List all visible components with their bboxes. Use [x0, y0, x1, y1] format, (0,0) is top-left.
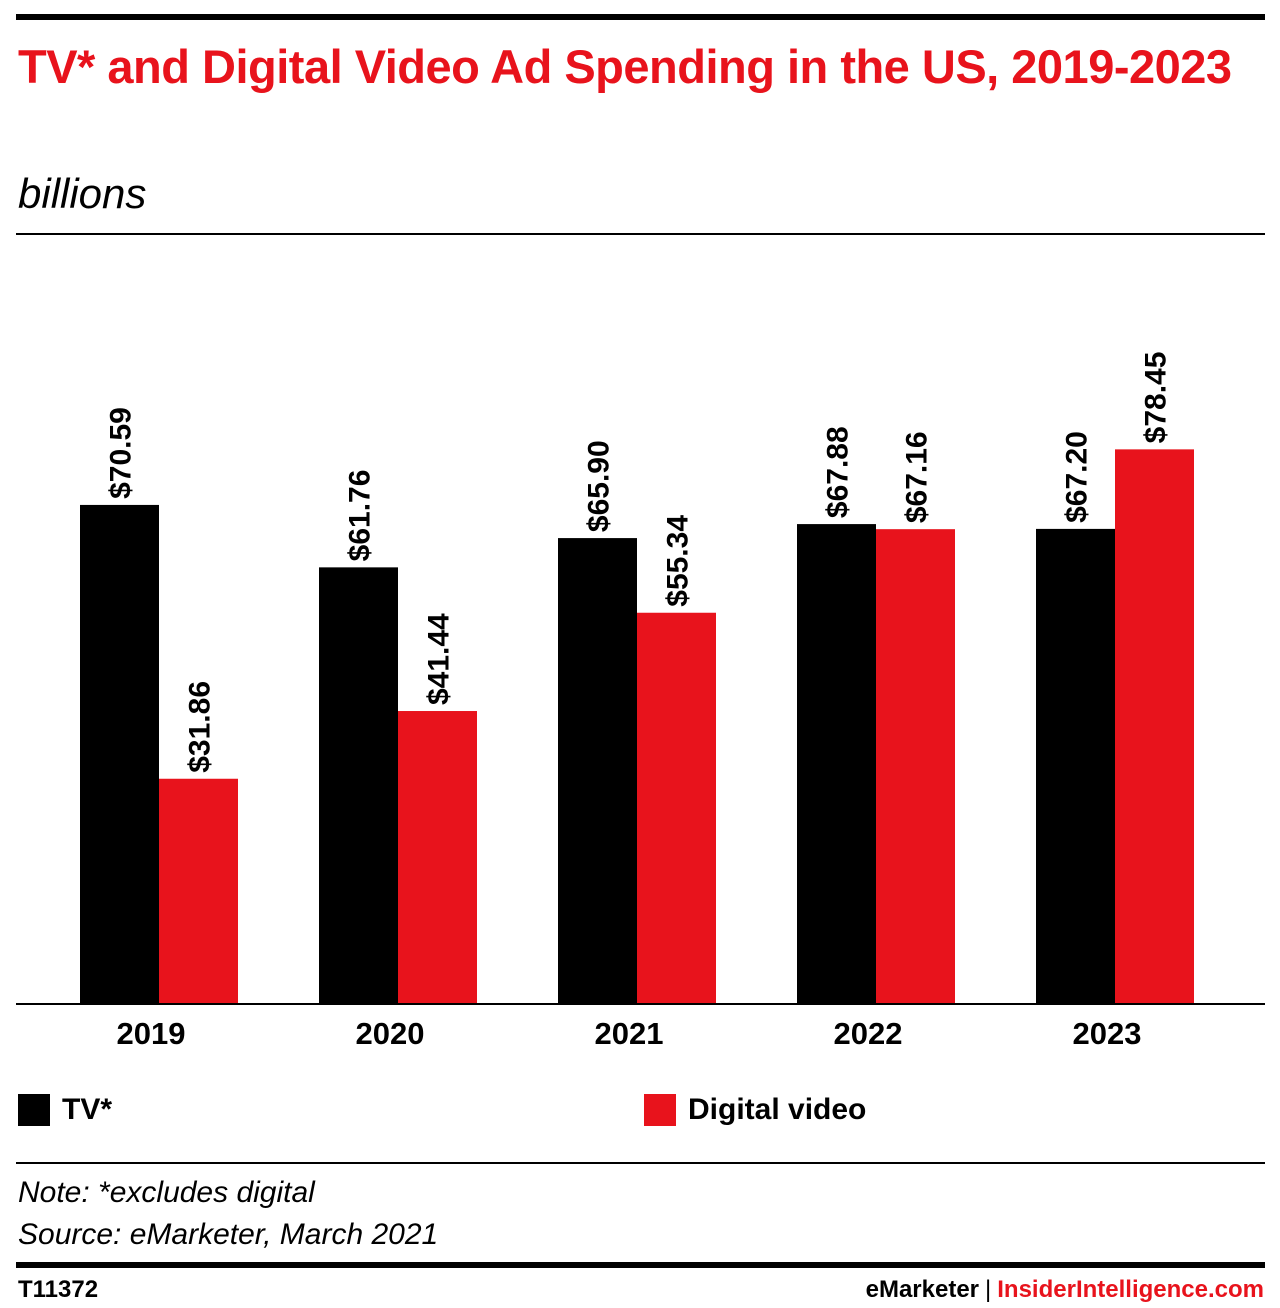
- top-rule: [16, 14, 1265, 20]
- legend-label-digital-video: Digital video: [688, 1093, 867, 1126]
- bar-digital-video-2020: [398, 711, 477, 1004]
- data-label-digital-video-2021: $55.34: [662, 515, 695, 607]
- source-text: Source: eMarketer, March 2021: [18, 1218, 439, 1251]
- x-tick-label-2023: 2023: [1073, 1016, 1142, 1051]
- data-label-tv-2019: $70.59: [105, 407, 138, 499]
- bar-tv-2021: [558, 538, 637, 1004]
- data-label-tv-2020: $61.76: [344, 470, 377, 562]
- data-label-digital-video-2023: $78.45: [1140, 352, 1173, 444]
- data-label-tv-2023: $67.20: [1061, 431, 1094, 523]
- brand-separator: |: [985, 1276, 992, 1303]
- bottom-rule: [16, 1262, 1265, 1268]
- legend-label-tv: TV*: [62, 1093, 113, 1126]
- notes-divider: [16, 1162, 1265, 1164]
- note-text: Note: *excludes digital: [18, 1176, 315, 1209]
- legend-item-tv: TV*: [18, 1090, 112, 1130]
- data-label-tv-2021: $65.90: [583, 440, 616, 532]
- data-label-digital-video-2022: $67.16: [901, 431, 934, 523]
- footer-brand: eMarketer | InsiderIntelligence.com: [866, 1276, 1264, 1304]
- legend-swatch-tv: [18, 1094, 50, 1126]
- data-label-digital-video-2019: $31.86: [184, 681, 217, 773]
- bar-digital-video-2022: [876, 529, 955, 1004]
- legend-swatch-digital-video: [644, 1094, 676, 1126]
- header-divider: [16, 233, 1265, 235]
- brand-insider-intelligence: InsiderIntelligence.com: [997, 1276, 1264, 1303]
- bar-tv-2023: [1036, 528, 1115, 1004]
- x-tick-label-2020: 2020: [356, 1016, 425, 1051]
- x-tick-label-2019: 2019: [117, 1016, 186, 1051]
- bar-tv-2019: [80, 504, 159, 1004]
- chart-title: TV* and Digital Video Ad Spending in the…: [18, 40, 1232, 93]
- x-tick-label-2022: 2022: [834, 1016, 903, 1051]
- legend-item-digital-video: Digital video: [644, 1090, 866, 1130]
- bar-digital-video-2021: [637, 612, 716, 1004]
- data-label-tv-2022: $67.88: [822, 426, 855, 518]
- bar-chart: $70.59 $31.86 2019 $61.76 $41.44 2020 $65.90 $5…: [16, 352, 1265, 1051]
- bar-tv-2020: [319, 567, 398, 1004]
- chart-id: T11372: [18, 1276, 99, 1303]
- data-label-digital-video-2020: $41.44: [423, 613, 456, 705]
- notes: Note: *excludes digital Source: eMarkete…: [18, 1172, 438, 1256]
- x-tick-label-2021: 2021: [595, 1016, 664, 1051]
- bar-digital-video-2019: [159, 778, 238, 1004]
- bar-tv-2022: [797, 524, 876, 1004]
- chart-subtitle: billions: [18, 170, 147, 217]
- bar-digital-video-2023: [1115, 449, 1194, 1004]
- brand-emarketer: eMarketer: [865, 1276, 980, 1303]
